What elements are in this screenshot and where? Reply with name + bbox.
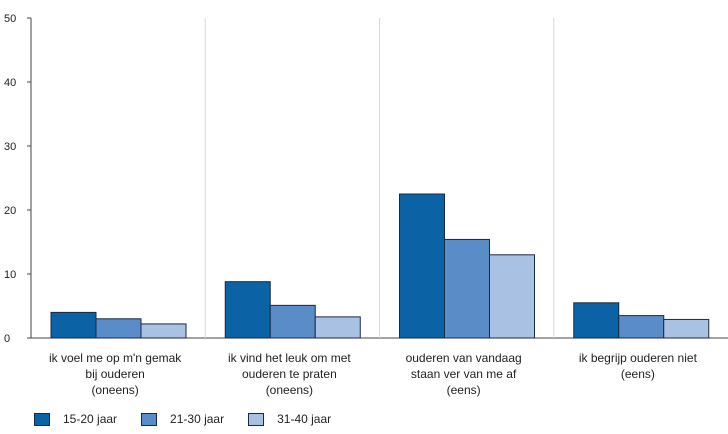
category-label-3-line-2: staan ver van me af: [411, 367, 517, 381]
bar-1-1: [51, 312, 96, 338]
bar-chart: 0 10 20 30 40 50 ik voel me op m'n gemak bij ou…: [0, 0, 728, 410]
bar-1-3: [400, 194, 445, 338]
legend-item-series-3: 31-40 jaar: [248, 412, 331, 426]
legend-label-series-3: 31-40 jaar: [277, 412, 331, 426]
bar-3-2: [315, 317, 360, 338]
bar-2-1: [96, 319, 141, 338]
category-label-1-line-1: ik voel me op m'n gemak: [49, 351, 182, 365]
y-tick-label-0: 0: [4, 333, 10, 345]
bar-3-1: [141, 324, 186, 338]
category-label-2-line-3: (oneens): [266, 383, 313, 397]
bar-1-4: [574, 303, 619, 338]
legend-item-series-1: 15-20 jaar: [34, 412, 117, 426]
legend-swatch-series-3: [248, 413, 264, 426]
bar-1-2: [225, 282, 270, 338]
category-label-2-line-1: ik vind het leuk om met: [228, 351, 351, 365]
chart-legend: 15-20 jaar 21-30 jaar 31-40 jaar: [34, 412, 355, 426]
y-tick-label-40: 40: [4, 77, 16, 89]
legend-swatch-series-1: [34, 413, 50, 426]
category-label-1-line-3: (oneens): [91, 383, 138, 397]
category-label-4-line-2: (eens): [621, 367, 655, 381]
category-label-2-line-2: ouderen te praten: [242, 367, 337, 381]
y-tick-label-10: 10: [4, 269, 16, 281]
category-label-3-line-3: (eens): [447, 383, 481, 397]
y-tick-label-20: 20: [4, 205, 16, 217]
legend-label-series-2: 21-30 jaar: [170, 412, 224, 426]
y-tick-label-50: 50: [4, 13, 16, 25]
bar-2-2: [270, 305, 315, 338]
bar-2-3: [445, 239, 490, 338]
legend-item-series-2: 21-30 jaar: [141, 412, 224, 426]
legend-swatch-series-2: [141, 413, 157, 426]
bar-3-3: [490, 255, 535, 338]
category-label-1-line-2: bij ouderen: [85, 367, 144, 381]
category-label-3-line-1: ouderen van vandaag: [406, 351, 522, 365]
bar-2-4: [619, 316, 664, 338]
bar-3-4: [664, 319, 709, 338]
category-label-4-line-1: ik begrijp ouderen niet: [579, 351, 698, 365]
y-tick-label-30: 30: [4, 141, 16, 153]
legend-label-series-1: 15-20 jaar: [63, 412, 117, 426]
